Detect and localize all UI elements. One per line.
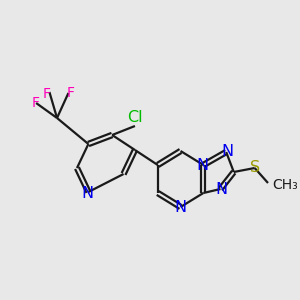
Text: Cl: Cl	[127, 110, 143, 125]
Text: N: N	[81, 185, 94, 200]
Text: S: S	[250, 160, 260, 175]
Text: N: N	[221, 143, 233, 158]
Text: F: F	[66, 86, 74, 100]
Text: N: N	[175, 200, 187, 215]
Text: F: F	[43, 87, 51, 101]
Text: N: N	[215, 182, 227, 197]
Text: CH₃: CH₃	[272, 178, 298, 192]
Text: N: N	[196, 158, 208, 172]
Text: F: F	[31, 96, 39, 110]
